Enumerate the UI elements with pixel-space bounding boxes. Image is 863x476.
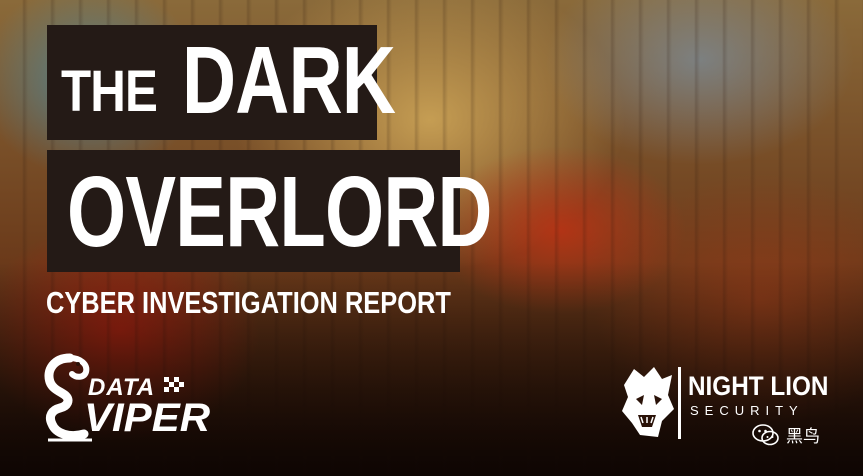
nightlion-logo: NIGHT LION SECURITY (618, 365, 848, 445)
watermark-text: 黑鸟 (786, 427, 820, 447)
logo-name-nightlion: NIGHT LION (688, 371, 829, 401)
lion-head-icon (622, 367, 674, 437)
logo-word-data: DATA (88, 374, 156, 401)
wechat-icon (752, 423, 779, 445)
report-subtitle: CYBER INVESTIGATION REPORT (46, 285, 451, 320)
logo-word-viper: VIPER (84, 396, 211, 440)
title-word-dark: DARK (182, 27, 396, 134)
title-block-line-2: OVERLORD (47, 150, 492, 272)
title-word-overlord: OVERLORD (67, 156, 492, 268)
logo-divider (678, 367, 681, 439)
title-small-word: THE (61, 59, 158, 124)
checkered-flag-icon (164, 377, 184, 392)
title-block-line-1: THE DARK (47, 25, 396, 140)
wechat-watermark: 黑鸟 (752, 422, 820, 447)
dataviper-logo: DATA VIPER (40, 352, 270, 447)
cobra-icon (44, 353, 92, 442)
logo-tagline-security: SECURITY (690, 403, 804, 418)
